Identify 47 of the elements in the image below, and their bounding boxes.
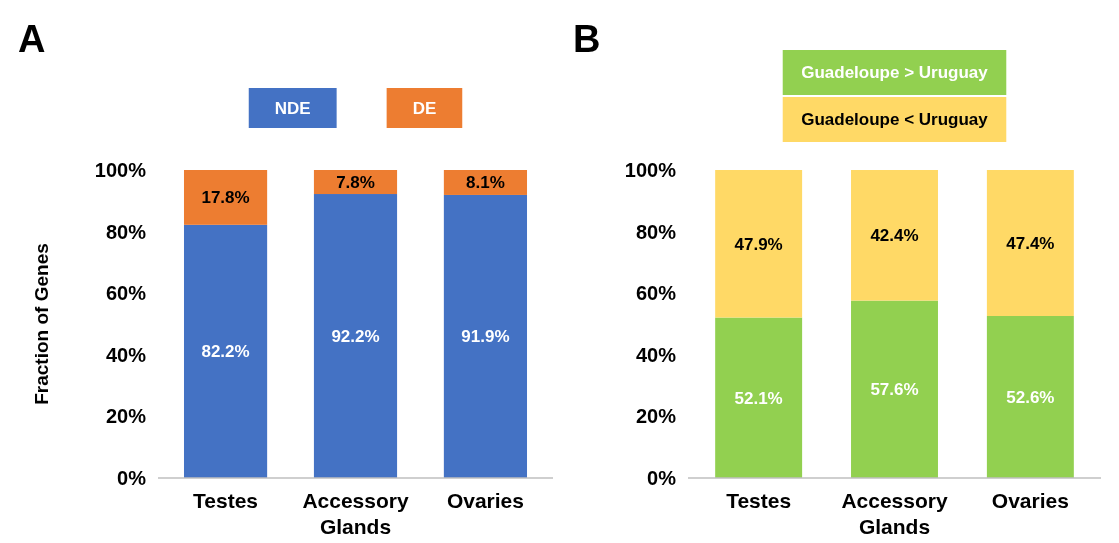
data-label: 47.4% (1006, 233, 1055, 253)
data-label: 17.8% (201, 188, 250, 208)
data-label: 91.9% (461, 327, 510, 347)
text: Guadeloupe < Uruguay (801, 110, 989, 130)
y-tick-label: 40% (105, 343, 147, 366)
x-tick-label: Testes (726, 489, 792, 512)
text: Guadeloupe > Uruguay (801, 63, 989, 83)
y-tick-label: 80% (635, 220, 677, 243)
data-label: 52.6% (1006, 387, 1055, 407)
text: NDE (274, 98, 311, 118)
x-tick-label: Accessory Glands (302, 489, 409, 538)
x-tick-label: Accessory Glands (841, 489, 948, 538)
y-tick-label: 100% (624, 159, 677, 181)
bar (986, 170, 1074, 316)
data-label: 47.9% (734, 234, 783, 254)
bar (851, 170, 938, 301)
data-label: 7.8% (336, 172, 375, 192)
x-tick-label: Testes (193, 489, 259, 512)
y-tick-label: 60% (635, 282, 677, 305)
y-tick-label: 0% (647, 467, 677, 489)
bar (986, 315, 1074, 478)
bar (183, 170, 268, 225)
y-tick-label: 100% (94, 159, 147, 181)
y-tick-label: 20% (105, 405, 147, 428)
data-label: 57.6% (870, 380, 919, 400)
chart-title: A (18, 18, 46, 60)
bar (443, 194, 528, 478)
y-tick-label: 60% (105, 282, 147, 305)
y-tick-label: 20% (635, 405, 677, 428)
data-label: 92.2% (331, 326, 380, 346)
x-tick-label: Ovaries (446, 489, 524, 512)
bar (715, 170, 803, 318)
bar (183, 224, 268, 478)
data-label: 42.4% (870, 226, 919, 246)
bar (313, 194, 398, 478)
y-axis-title: Fraction of Genes (31, 243, 52, 405)
data-label: 52.1% (734, 388, 783, 408)
y-tick-label: 80% (105, 220, 147, 243)
y-tick-label: 40% (635, 343, 677, 366)
chart-title: B (573, 18, 601, 60)
data-label: 82.2% (201, 342, 250, 362)
bar (851, 300, 938, 478)
x-tick-label: Ovaries (991, 489, 1069, 512)
data-label: 8.1% (466, 173, 505, 193)
y-tick-label: 0% (117, 467, 147, 489)
bar (715, 317, 803, 478)
text: DE (412, 98, 437, 118)
